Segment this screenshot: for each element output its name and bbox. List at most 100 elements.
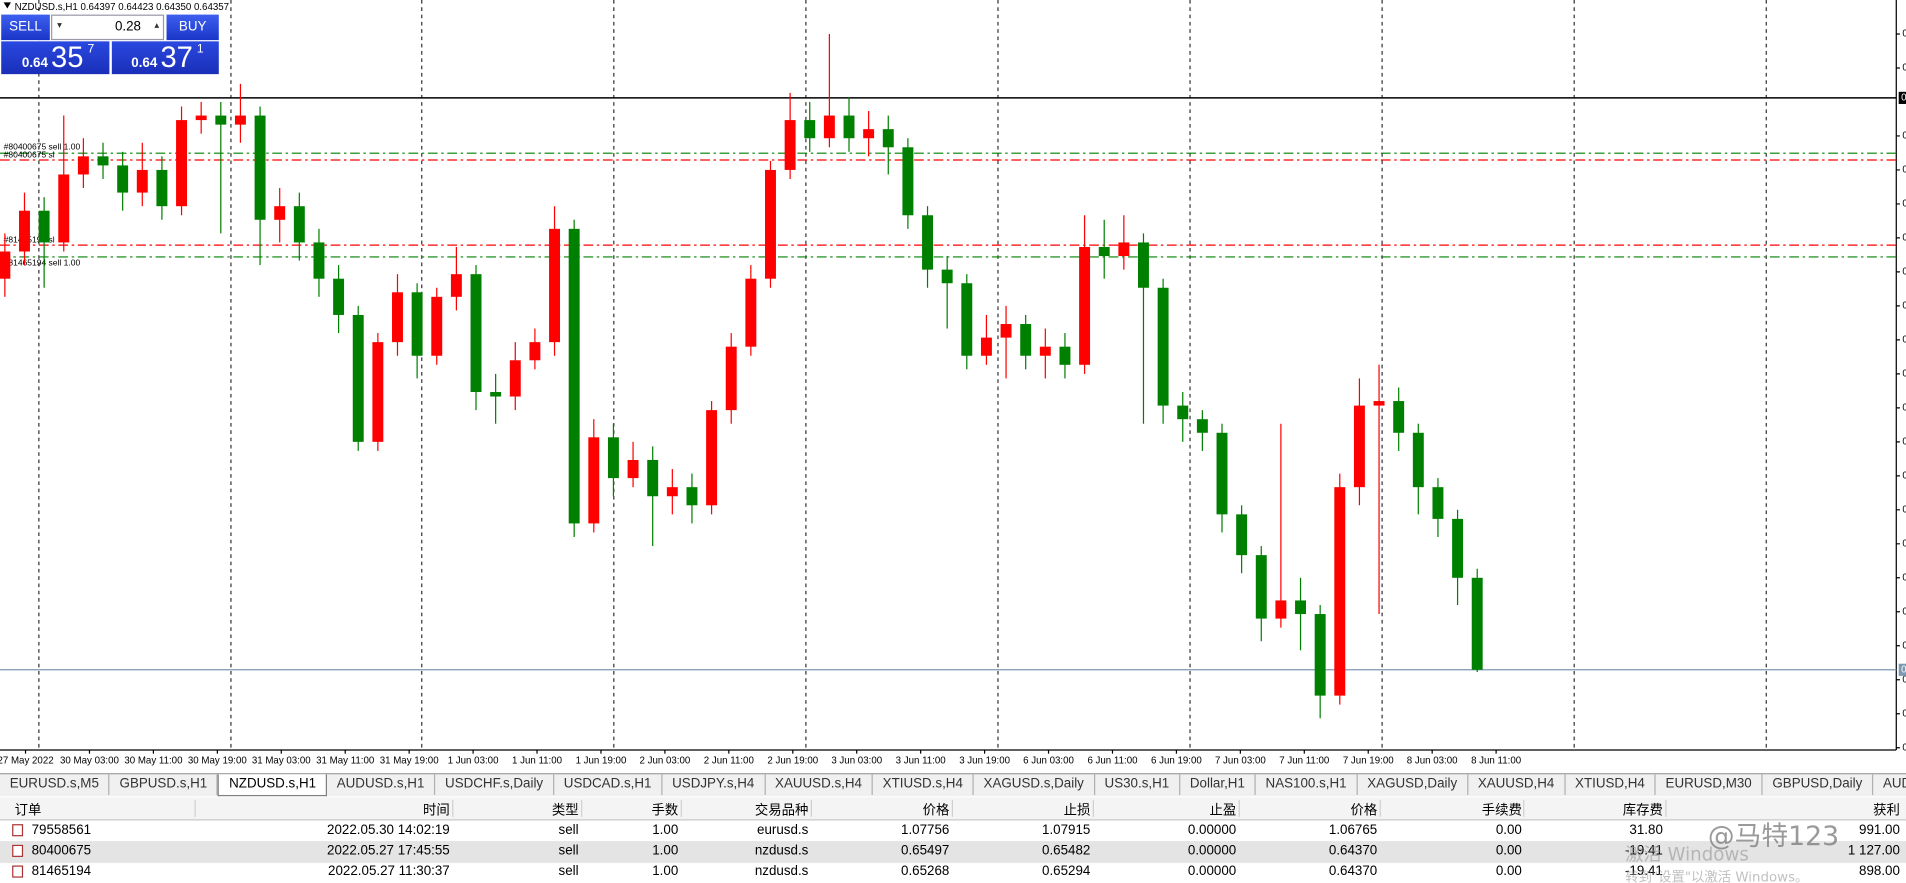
bid-main: 35 [51,41,84,75]
candle-body [274,206,286,220]
x-tick-label: 27 May 2022 [0,756,54,767]
y-tick-label: 0.65085 [1902,334,1906,345]
chart-tab[interactable]: XAGUSD.s,Daily [974,774,1095,795]
candle-body [666,487,678,497]
candle-body [882,129,894,148]
chart-tab[interactable]: US30.s,H1 [1095,774,1181,795]
y-tick-label: 0.64935 [1902,402,1906,413]
header-cell: 交易品种 [754,803,809,819]
table-cell: 1 127.00 [1847,843,1900,859]
chart-tab[interactable]: XAGUSD,Daily [1358,774,1469,795]
x-tick-label: 1 Jun 19:00 [576,756,627,767]
bid-small: 7 [87,42,95,56]
candle-body [333,278,345,315]
header-cell: 止损 [1063,803,1091,819]
x-tick-label: 30 May 03:00 [60,756,119,767]
candle-body [1000,324,1012,338]
candle-body [1255,555,1267,619]
candle-body [843,115,855,139]
candle-body [725,346,737,411]
candle-body [980,337,992,356]
chart-tab[interactable]: NZDUSD.s,H1 [218,774,327,797]
table-row[interactable]: 80400675 2022.05.27 17:45:55 sell 1.00 nzdus… [0,841,1906,864]
symbol-icon [3,2,11,9]
bid-big: 0.64 [21,55,48,71]
chart-tab[interactable]: XTIUSD,H4 [1565,774,1656,795]
table-row[interactable]: 81465194 2022.05.27 11:30:37 sell 1.00 nzdus… [0,862,1906,883]
chart-tab[interactable]: GBPUSD.s,H1 [110,774,219,795]
order-icon [12,824,24,837]
table-cell: 0.65497 [901,843,950,859]
sell-button[interactable]: SELL [1,14,50,41]
order-label: #80400675 sl [4,149,55,159]
chart-tab[interactable]: USDCHF.s,Daily [435,774,555,795]
candle-body [117,165,129,193]
candle-body [1295,600,1306,615]
x-tick-label: 2 Jun 03:00 [640,756,691,767]
chart-tab[interactable]: AUDUSD,Daily [1873,774,1906,795]
y-tick-label: 0.65535 [1902,131,1906,142]
column-divider [810,799,812,817]
y-tick-label: 0.65010 [1902,368,1906,379]
x-tick-label: 31 May 11:00 [316,756,375,767]
chart-tab[interactable]: XTIUSD.s,H4 [873,774,974,795]
candle-body [1079,246,1091,365]
table-cell: 80400675 [31,843,92,859]
candle-body [902,147,914,216]
x-tick-label: 6 Jun 19:00 [1151,756,1202,767]
lot-arrow[interactable]: ▴ [154,19,160,31]
candle-body [823,115,835,139]
column-divider [1379,799,1381,817]
table-cell: 1.00 [652,864,679,879]
table-row[interactable]: 79558561 2022.05.30 14:02:19 sell 1.00 eurus… [0,821,1906,843]
column-divider [1092,799,1095,817]
table-cell: 0.00000 [1187,822,1237,838]
order-icon [12,844,24,857]
order-label: #81465194 sell 1.00 [4,257,81,267]
column-divider [452,799,454,817]
bid-box[interactable]: 0.64 35 7 [1,41,110,75]
lot-arrow[interactable]: ▾ [57,19,63,31]
y-tick-label: 0.64860 [1902,436,1906,447]
table-cell: 79558561 [31,822,92,838]
chart-tab[interactable]: AUDUSD.s,H1 [327,774,436,795]
candle-body [686,487,698,506]
buy-button[interactable]: BUY [166,14,219,41]
column-divider [194,799,196,817]
chart-tab[interactable]: EURUSD,M30 [1656,774,1763,795]
ask-big: 0.64 [131,55,158,71]
chart-tab[interactable]: USDJPY.s,H4 [662,774,766,795]
chart-tab[interactable]: Dollar,H1 [1180,774,1256,795]
y-tick-label: 0.65310 [1902,232,1906,243]
candle-body [392,292,403,343]
candle-body [784,120,796,170]
candle-body [1039,346,1051,356]
ask-box[interactable]: 0.64 37 1 [111,41,219,75]
lot-input[interactable]: ▾ 0.28 ▴ [51,14,165,41]
table-cell: 0.00 [1495,822,1522,838]
x-tick-label: 30 May 11:00 [124,756,183,767]
table-cell: 0.64370 [1328,843,1378,859]
candle-body [1236,514,1248,556]
candle-body [215,115,227,125]
chart-tab[interactable]: NAS100.s,H1 [1256,774,1358,795]
y-tick-label: 0.64185 [1902,742,1906,753]
chart-tab[interactable]: EURUSD.s,M5 [0,774,110,795]
candle-body [1196,419,1208,433]
y-tick-label: 0.64335 [1902,674,1906,685]
chart-tab[interactable]: GBPUSD,Daily [1763,774,1874,795]
chart-tab[interactable]: XAUUSD.s,H4 [765,774,873,795]
candle-body [0,251,11,279]
candle-body [38,210,50,243]
candle-body [1373,401,1385,406]
chart-tab[interactable]: USDCAD.s,H1 [554,774,663,795]
table-cell: 2022.05.27 17:45:55 [327,843,450,859]
table-cell: 2022.05.30 14:02:19 [327,822,450,838]
candle-body [804,120,816,139]
header-cell: 价格 [922,803,950,819]
table-cell: 0.00 [1495,843,1522,859]
chart-tab[interactable]: XAUUSD,H4 [1468,774,1566,795]
header-cell: 库存费 [1622,803,1663,819]
